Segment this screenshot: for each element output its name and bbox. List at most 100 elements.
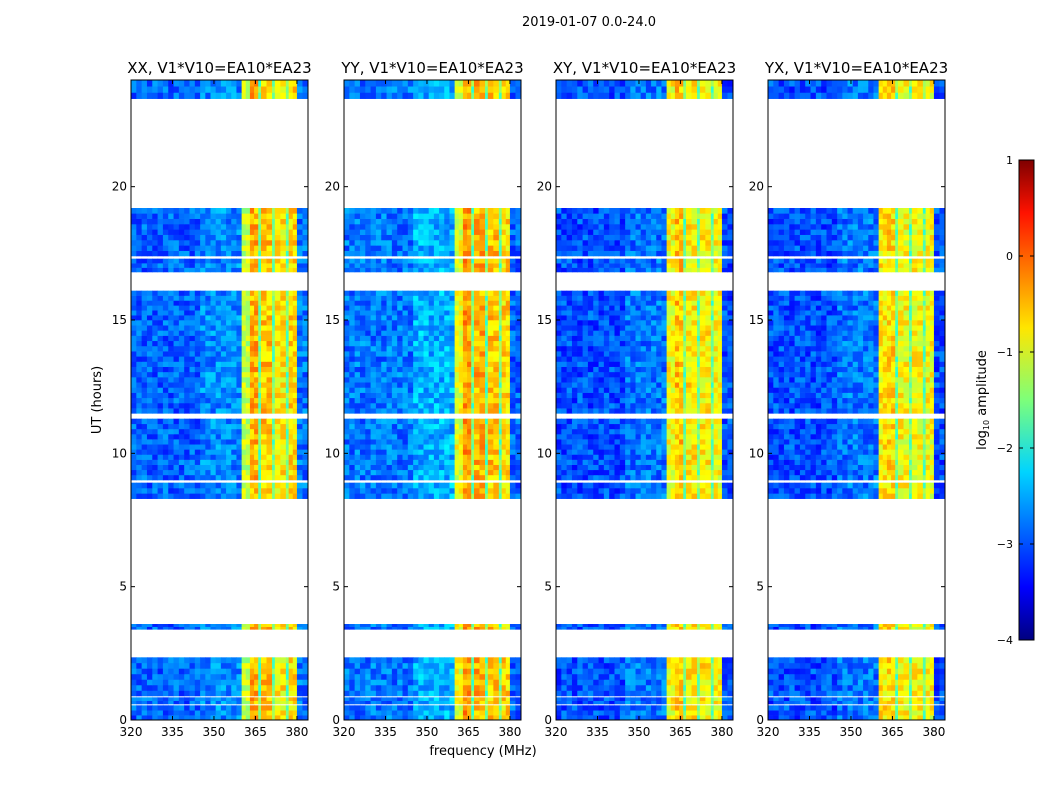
heatmap-cell — [449, 92, 456, 99]
heatmap-cell — [505, 684, 511, 691]
heatmap-cell — [266, 267, 273, 273]
heatmap-cell — [205, 439, 212, 445]
heatmap-cell — [498, 234, 503, 241]
heatmap-cell — [467, 690, 472, 697]
heatmap-cell — [200, 320, 206, 326]
heatmap-cell — [471, 377, 475, 383]
heatmap-cell — [407, 434, 414, 440]
heatmap-cell — [260, 356, 268, 362]
heatmap-cell — [231, 690, 237, 697]
heatmap-cell — [292, 402, 298, 409]
heatmap-cell — [413, 626, 419, 630]
heatmap-cell — [423, 444, 430, 450]
heatmap-cell — [200, 482, 206, 489]
heatmap-cell — [349, 234, 356, 241]
heatmap-cell — [473, 382, 481, 388]
heatmap-cell — [184, 340, 191, 347]
heatmap-cell — [418, 345, 425, 352]
heatmap-cell — [413, 449, 419, 455]
heatmap-cell — [407, 402, 414, 409]
heatmap-cell — [454, 267, 460, 273]
heatmap-cell — [205, 715, 212, 721]
heatmap-cell — [349, 320, 356, 326]
heatmap-cell — [397, 626, 404, 630]
heatmap-cell — [146, 408, 153, 414]
heatmap-cell — [485, 305, 489, 311]
heatmap-cell — [386, 229, 393, 235]
heatmap-cell — [258, 715, 262, 721]
heatmap-cell — [397, 213, 404, 219]
heatmap-cell — [418, 662, 425, 669]
heatmap-cell — [141, 449, 148, 455]
heatmap-cell — [467, 335, 472, 342]
heatmap-cell — [266, 690, 273, 697]
heatmap-cell — [200, 229, 206, 235]
heatmap-cell — [498, 469, 503, 476]
heatmap-cell — [485, 80, 489, 87]
heatmap-cell — [498, 690, 503, 697]
heatmap-cell — [260, 224, 268, 230]
heatmap-cell — [236, 208, 243, 214]
heatmap-cell — [375, 679, 382, 686]
heatmap-cell — [231, 325, 237, 331]
heatmap-cell — [168, 710, 175, 716]
heatmap-cell — [454, 295, 460, 301]
heatmap-cell — [433, 474, 440, 481]
heatmap-cell — [194, 439, 201, 445]
heatmap-cell — [220, 366, 227, 373]
heatmap-cell — [296, 418, 303, 425]
heatmap-cell — [354, 340, 361, 347]
heatmap-cell — [458, 668, 464, 675]
heatmap-cell — [473, 290, 481, 296]
heatmap-cell — [168, 668, 175, 675]
heatmap-cell — [162, 464, 169, 471]
heatmap-cell — [141, 335, 148, 342]
heatmap-cell — [280, 482, 287, 489]
heatmap-cell — [162, 673, 169, 680]
heatmap-cell — [231, 224, 237, 230]
heatmap-cell — [260, 493, 268, 499]
heatmap-cell — [136, 267, 143, 273]
heatmap-cell — [418, 361, 425, 367]
heatmap-cell — [402, 335, 409, 342]
heatmap-cell — [381, 310, 388, 316]
heatmap-cell — [226, 444, 232, 450]
heatmap-cell — [146, 213, 153, 219]
heatmap-cell — [444, 493, 450, 499]
heatmap-cell — [296, 213, 303, 219]
heatmap-cell — [280, 679, 287, 686]
heatmap-cell — [344, 371, 350, 378]
heatmap-cell — [501, 315, 507, 321]
heatmap-cell — [173, 361, 180, 367]
heatmap-cell — [280, 439, 287, 445]
heatmap-cell — [386, 697, 393, 701]
heatmap-cell — [428, 423, 435, 430]
heatmap-cell — [413, 697, 419, 701]
heatmap-cell — [241, 366, 247, 373]
heatmap-cell — [210, 351, 217, 357]
heatmap-cell — [226, 330, 232, 336]
heatmap-cell — [354, 356, 361, 362]
heatmap-cell — [370, 345, 377, 352]
heatmap-cell — [280, 662, 287, 669]
heatmap-cell — [493, 459, 500, 465]
heatmap-cell — [509, 459, 516, 465]
heatmap-cell — [509, 315, 516, 321]
heatmap-cell — [433, 488, 440, 494]
heatmap-cell — [344, 229, 350, 235]
heatmap-cell — [231, 315, 237, 321]
heatmap-cell — [292, 335, 298, 342]
heatmap-cell — [381, 464, 388, 471]
heatmap-cell — [141, 397, 148, 404]
heatmap-cell — [131, 684, 137, 691]
heatmap-cell — [266, 469, 273, 476]
x-tick-label: 350 — [416, 725, 439, 739]
heatmap-cell — [146, 356, 153, 362]
heatmap-cell — [454, 482, 460, 489]
heatmap-cell — [173, 290, 180, 296]
heatmap-cell — [462, 482, 468, 489]
heatmap-cell — [200, 356, 206, 362]
heatmap-cell — [458, 662, 464, 669]
heatmap-cell — [162, 397, 169, 404]
heatmap-cell — [146, 325, 153, 331]
